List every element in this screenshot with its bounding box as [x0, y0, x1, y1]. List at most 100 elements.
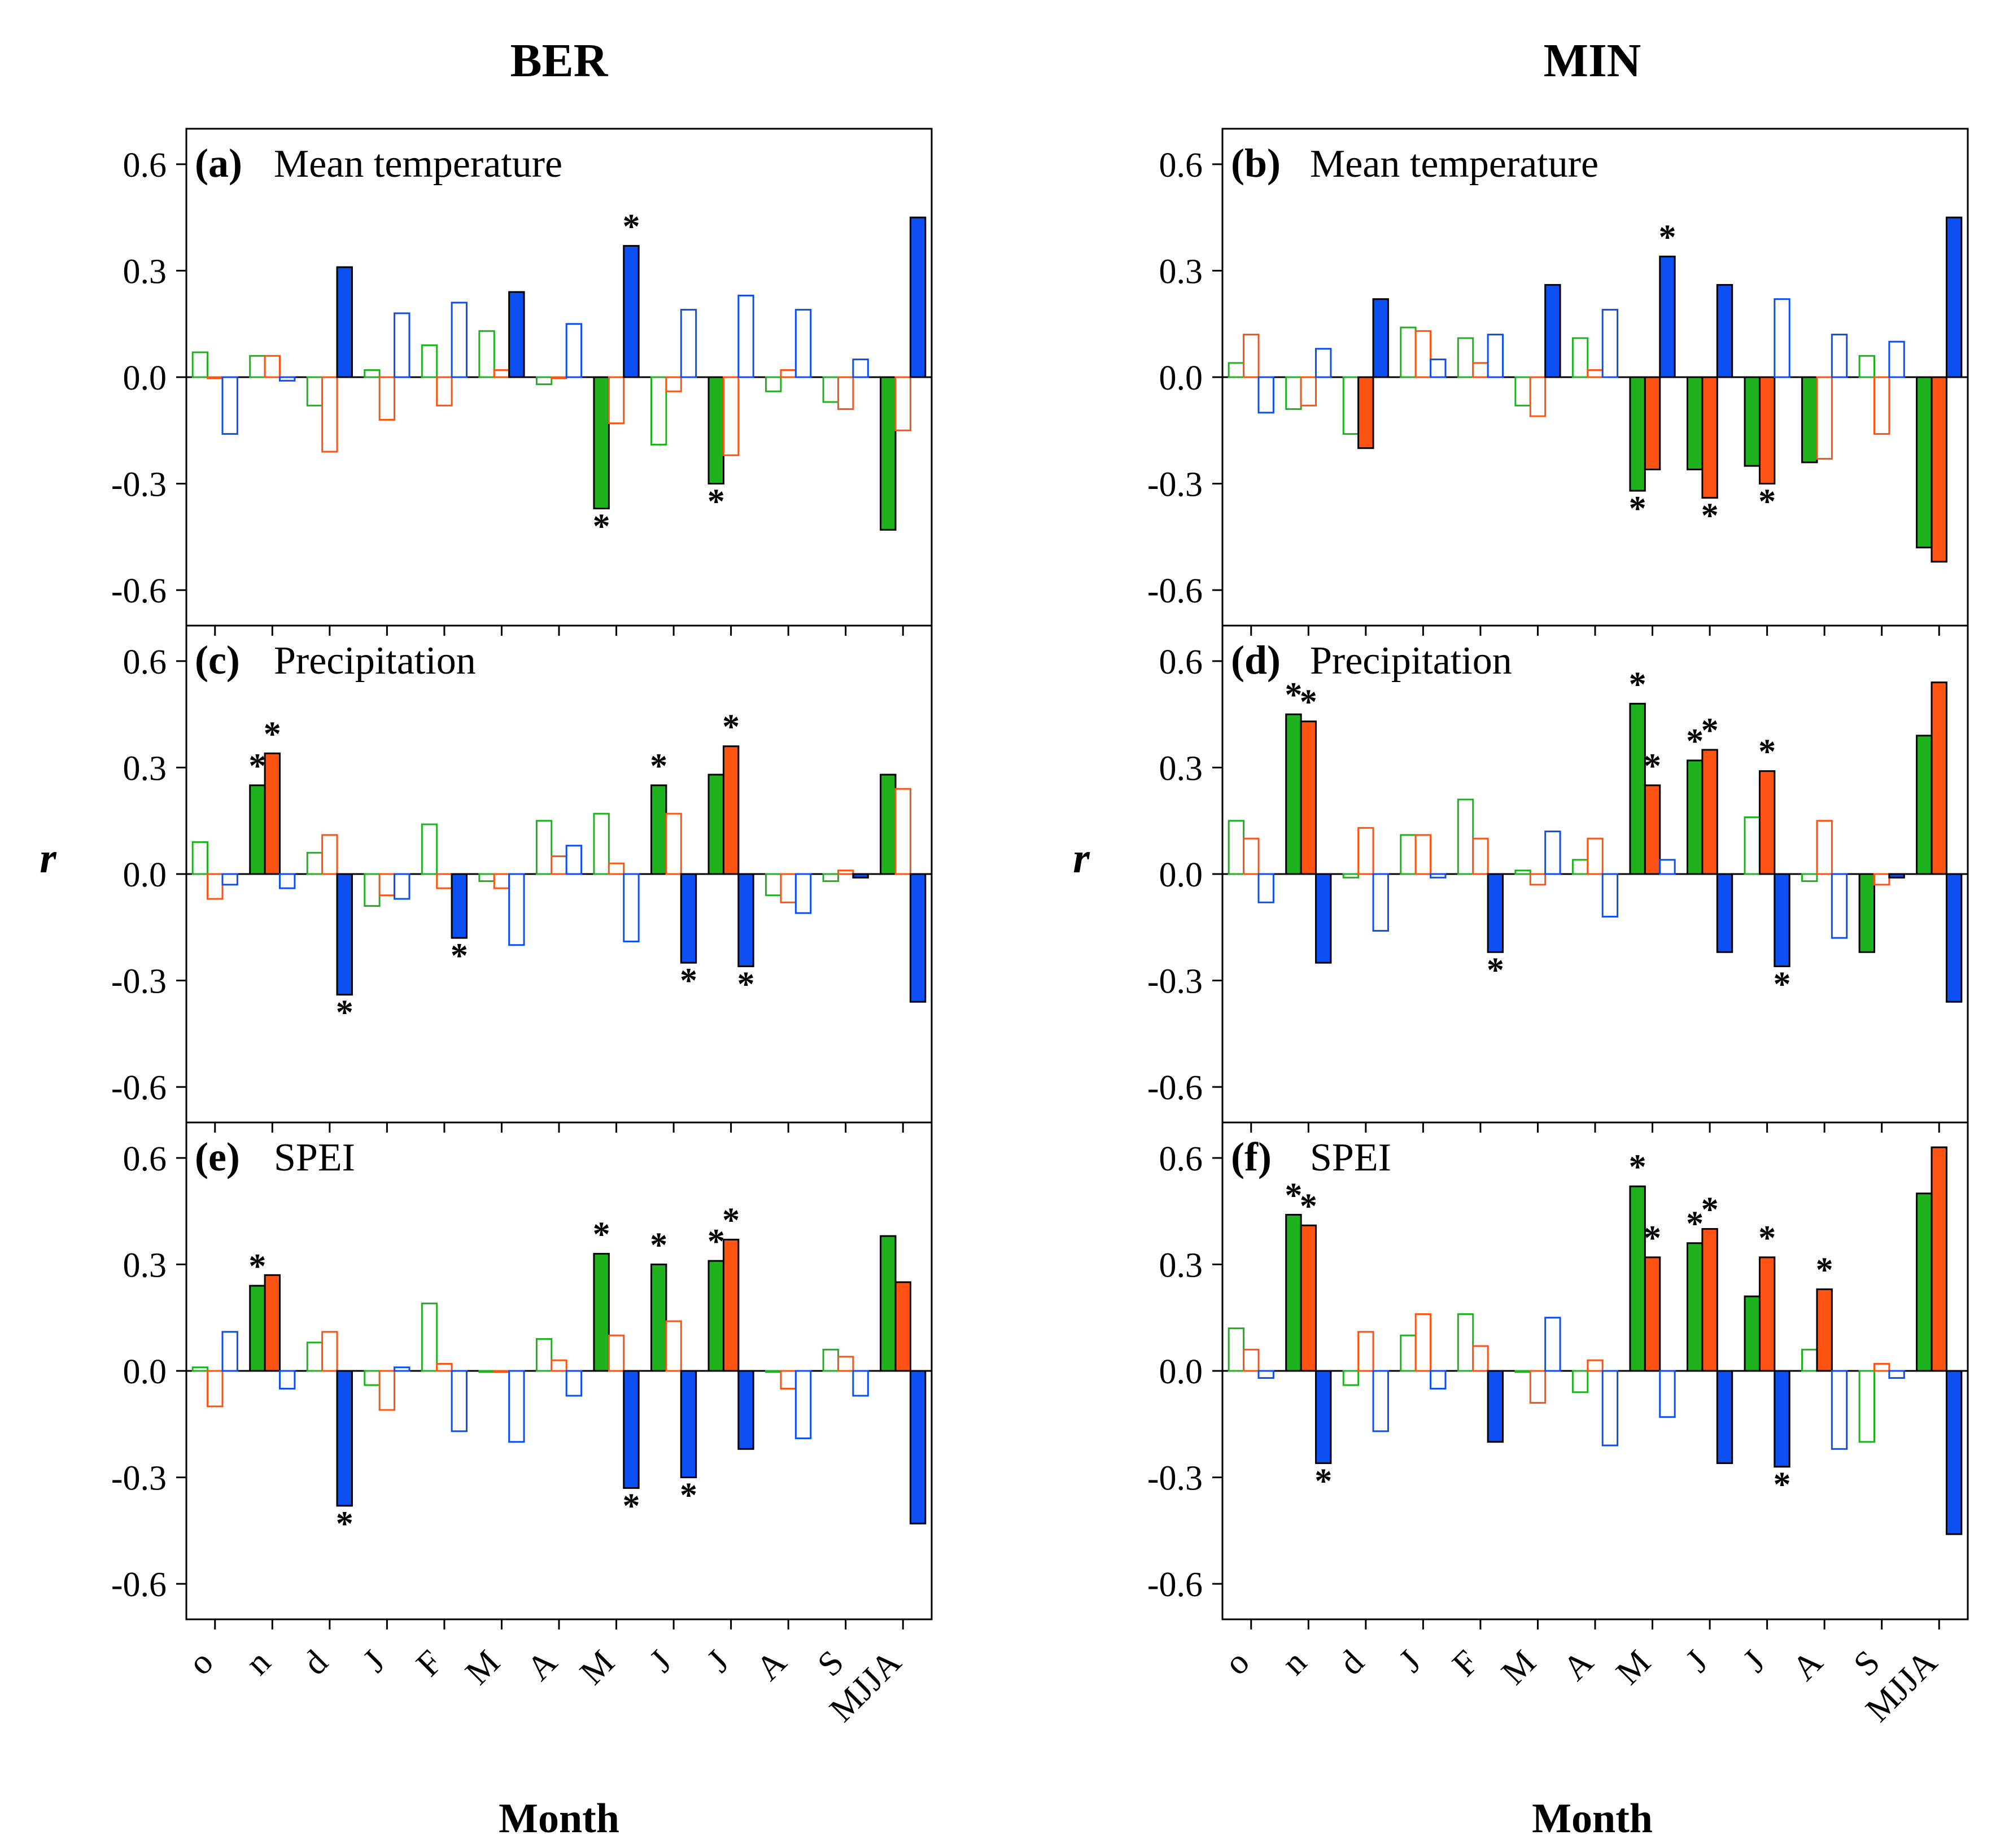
bar-d-orange [1472, 837, 1489, 875]
bar-a-green [765, 376, 782, 392]
significance-star-d: * [1487, 951, 1504, 989]
significance-star-e: * [707, 1222, 725, 1261]
bar-f-blue [1888, 1370, 1905, 1379]
bar-c-blue [565, 845, 583, 875]
bar-d-green [1400, 834, 1417, 875]
bar-d-green [1916, 735, 1933, 875]
bar-c-orange [264, 752, 281, 875]
y-tick-label-b: -0.3 [1147, 466, 1203, 504]
significance-star-e: * [336, 1505, 353, 1543]
bar-c-green [707, 774, 724, 875]
y-tick-label-f: 0.6 [1159, 1140, 1203, 1178]
bar-e-orange [207, 1370, 224, 1408]
bar-b-orange [1701, 376, 1718, 499]
bar-e-blue [336, 1370, 353, 1507]
bar-a-blue [394, 312, 410, 378]
bar-c-green [880, 774, 897, 875]
column-title-ber: BER [510, 34, 609, 87]
bar-b-orange [1357, 376, 1374, 449]
bar-a-green [880, 376, 897, 531]
month-label-f: M [1494, 1643, 1543, 1692]
bar-c-orange [551, 855, 567, 875]
significance-star-b: * [1658, 218, 1676, 256]
bar-b-orange [1644, 376, 1661, 470]
bar-c-blue [852, 873, 869, 879]
bar-b-orange [1472, 362, 1489, 378]
bar-f-blue [1716, 1370, 1733, 1464]
bar-a-blue [737, 294, 754, 378]
y-tick-label-a: 0.3 [123, 252, 167, 291]
significance-star-f: * [1758, 1219, 1776, 1257]
month-label-e: o [181, 1643, 221, 1683]
bar-a-blue [221, 376, 238, 435]
bar-a-green [364, 369, 381, 378]
bar-f-green [1858, 1370, 1875, 1443]
bar-f-green [1514, 1370, 1531, 1373]
bar-f-green [1285, 1213, 1302, 1372]
significance-star-a: * [593, 508, 610, 546]
bar-f-green [1629, 1185, 1646, 1372]
bar-f-blue [1774, 1370, 1790, 1468]
bar-b-orange [1931, 376, 1947, 563]
bar-e-blue [221, 1331, 238, 1372]
bar-a-orange [207, 376, 224, 379]
bar-b-orange [1816, 376, 1833, 460]
bar-a-blue [794, 309, 812, 378]
month-label-e: F [409, 1643, 449, 1684]
bar-e-green [421, 1303, 438, 1372]
bar-b-green [1629, 376, 1646, 492]
y-tick-label-c: -0.6 [111, 1069, 167, 1107]
bar-e-green [880, 1235, 897, 1372]
bar-d-green [1228, 820, 1245, 875]
bar-a-orange [264, 355, 281, 378]
month-label-f: J [1392, 1643, 1429, 1680]
bar-c-orange [321, 834, 338, 875]
bar-b-orange [1873, 376, 1890, 435]
y-tick-label-d: -0.6 [1147, 1069, 1203, 1107]
month-label-f: A [1556, 1643, 1601, 1688]
bar-c-green [421, 823, 438, 875]
bar-e-blue [508, 1370, 525, 1443]
bar-f-blue [1544, 1317, 1561, 1372]
bar-d-green [1285, 713, 1302, 875]
bar-c-orange [378, 873, 396, 897]
bar-a-orange [321, 376, 338, 453]
bar-b-blue [1831, 334, 1848, 378]
bar-e-green [364, 1370, 381, 1386]
bar-b-green [1744, 376, 1761, 467]
bar-d-orange [1414, 834, 1432, 875]
bar-d-blue [1257, 873, 1274, 903]
bar-a-green [650, 376, 667, 445]
bar-a-green [822, 376, 839, 403]
bar-e-orange [321, 1331, 338, 1372]
bar-a-green [478, 330, 495, 378]
bar-e-blue [909, 1370, 927, 1524]
bar-b-blue [1659, 255, 1676, 378]
bar-e-green [765, 1370, 782, 1373]
bar-f-green [1571, 1370, 1589, 1393]
bar-f-blue [1831, 1370, 1848, 1450]
bar-f-green [1916, 1192, 1933, 1372]
bar-a-blue [909, 216, 927, 378]
significance-star-d: * [1701, 711, 1719, 750]
bar-c-orange [894, 788, 911, 875]
bar-b-orange [1243, 334, 1260, 378]
bar-c-orange [207, 873, 224, 900]
significance-star-c: * [722, 708, 740, 746]
bar-e-green [593, 1253, 610, 1372]
bar-b-blue [1774, 298, 1790, 378]
bar-a-green [535, 376, 553, 386]
bar-a-orange [378, 376, 396, 421]
bar-b-blue [1430, 359, 1447, 378]
bar-a-blue [279, 376, 296, 382]
bar-f-blue [1257, 1370, 1274, 1379]
month-label-e: M [573, 1643, 622, 1692]
panel-title-a: Mean temperature [274, 142, 562, 186]
bar-e-orange [722, 1238, 740, 1372]
column-title-min: MIN [1544, 34, 1641, 87]
y-tick-label-d: 0.0 [1159, 856, 1203, 894]
month-label-f: J [1736, 1643, 1772, 1680]
month-label-e: J [643, 1643, 679, 1680]
significance-star-f: * [1774, 1466, 1791, 1504]
panel-title-e: SPEI [274, 1136, 355, 1179]
